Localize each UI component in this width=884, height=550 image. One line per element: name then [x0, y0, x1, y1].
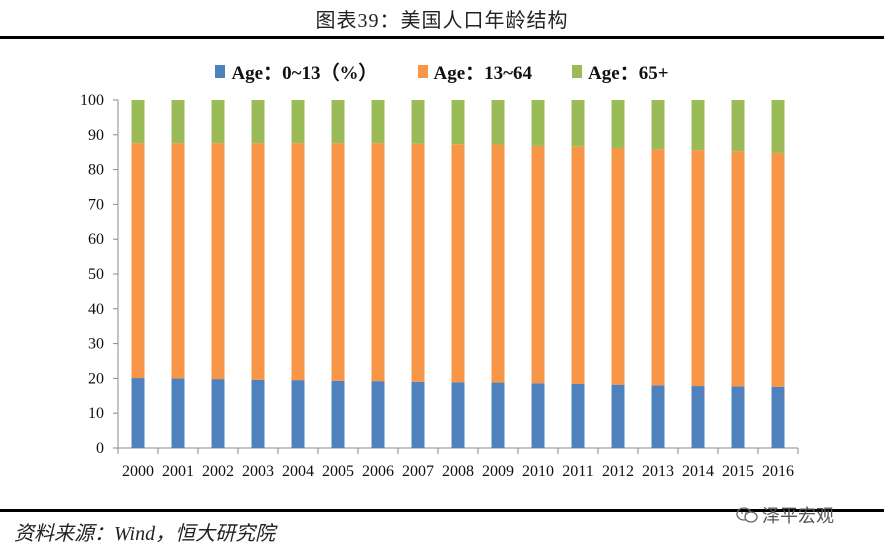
watermark: 泽平宏观: [736, 502, 834, 528]
bar-segment-age-13-64: [731, 151, 745, 387]
x-tick-label: 2009: [482, 463, 514, 480]
bar-segment-age-0-13: [371, 381, 385, 448]
bar-segment-age-13-64: [651, 149, 665, 386]
x-tick-label: 2016: [762, 463, 794, 480]
bar-segment-age-0-13: [611, 384, 625, 448]
x-tick-label: 2006: [362, 463, 394, 480]
bar-segment-age-65-plus: [251, 100, 265, 144]
y-tick-label: 40: [88, 301, 104, 318]
bar-segment-age-13-64: [211, 143, 225, 380]
legend-item-age-0-13: Age：0~13（%）: [215, 58, 378, 85]
watermark-text: 泽平宏观: [762, 506, 834, 527]
bar-segment-age-0-13: [531, 383, 545, 448]
y-tick-label: 100: [80, 92, 104, 109]
bar-segment-age-0-13: [691, 386, 705, 448]
legend: Age：0~13（%） Age：13~64 Age：65+: [0, 58, 884, 85]
x-tick-label: 2010: [522, 463, 554, 480]
bar-segment-age-65-plus: [171, 100, 185, 144]
bar-segment-age-65-plus: [371, 100, 385, 144]
x-tick-label: 2011: [562, 463, 593, 480]
x-tick-label: 2014: [682, 463, 714, 480]
bar-segment-age-0-13: [651, 385, 665, 448]
bar-segment-age-0-13: [411, 381, 425, 448]
legend-swatch-age-65-plus: [572, 65, 583, 78]
bar-segment-age-65-plus: [211, 100, 225, 144]
y-tick-label: 20: [88, 370, 104, 387]
bar-segment-age-13-64: [451, 144, 465, 383]
bar-segment-age-0-13: [731, 386, 745, 448]
bar-segment-age-65-plus: [651, 100, 665, 150]
bar-segment-age-13-64: [531, 145, 545, 384]
y-tick-label: 80: [88, 162, 104, 179]
bar-segment-age-65-plus: [691, 100, 705, 151]
bar-segment-age-65-plus: [771, 100, 785, 153]
x-tick-label: 2007: [402, 463, 434, 480]
bar-segment-age-13-64: [691, 150, 705, 387]
legend-swatch-age-13-64: [417, 65, 428, 78]
x-tick-label: 2001: [162, 463, 194, 480]
bar-segment-age-0-13: [571, 383, 585, 448]
x-tick-label: 2005: [322, 463, 354, 480]
legend-label-age-13-64: Age：13~64: [433, 63, 533, 84]
bar-segment-age-65-plus: [611, 100, 625, 149]
x-tick-label: 2012: [602, 463, 634, 480]
bar-segment-age-13-64: [331, 143, 345, 381]
legend-item-age-13-64: Age：13~64: [417, 58, 533, 85]
top-rule: [0, 36, 884, 39]
stacked-bar-chart: 0 10 20 30 40 50 60 70 80 90 100 2000 2001 2002 2003 20…: [80, 92, 799, 480]
bar-segment-age-13-64: [371, 143, 385, 382]
y-tick-label: 90: [88, 127, 104, 144]
legend-item-age-65-plus: Age：65+: [572, 58, 669, 85]
source-note: 资料来源：Wind，恒大研究院: [14, 523, 276, 545]
bar-segment-age-65-plus: [291, 100, 305, 144]
bar-segment-age-0-13: [131, 378, 145, 448]
chart-title: 图表39：美国人口年龄结构: [315, 10, 569, 32]
bar-segment-age-65-plus: [331, 100, 345, 144]
bar-segment-age-13-64: [611, 148, 625, 385]
bar-segment-age-13-64: [491, 144, 505, 383]
bar-segment-age-0-13: [211, 379, 225, 448]
bar-segment-age-0-13: [251, 379, 265, 448]
x-tick-label: 2004: [282, 463, 314, 480]
bar-segment-age-65-plus: [131, 100, 145, 144]
legend-swatch-age-0-13: [215, 65, 226, 78]
bar-segment-age-0-13: [451, 382, 465, 448]
legend-label-age-0-13: Age：0~13（%）: [231, 63, 378, 84]
bar-segment-age-65-plus: [451, 100, 465, 145]
bar-segment-age-0-13: [491, 382, 505, 448]
bar-segment-age-0-13: [331, 380, 345, 448]
bar-segment-age-13-64: [411, 143, 425, 382]
bar-segment-age-65-plus: [571, 100, 585, 147]
bar-segment-age-0-13: [291, 380, 305, 448]
bar-segment-age-65-plus: [491, 100, 505, 145]
y-tick-label: 0: [96, 440, 104, 457]
bar-segment-age-13-64: [771, 152, 785, 387]
bar-segment-age-13-64: [131, 143, 145, 379]
x-tick-label: 2002: [202, 463, 234, 480]
bar-segment-age-65-plus: [731, 100, 745, 152]
x-tick-label: 2013: [642, 463, 674, 480]
bar-segment-age-13-64: [571, 146, 585, 384]
bar-segment-age-13-64: [251, 143, 265, 380]
y-tick-label: 10: [88, 405, 104, 422]
x-tick-label: 2000: [122, 463, 154, 480]
bar-segment-age-65-plus: [531, 100, 545, 146]
y-tick-label: 50: [88, 266, 104, 283]
bar-segment-age-13-64: [291, 143, 305, 381]
bar-segment-age-0-13: [771, 386, 785, 448]
y-tick-label: 60: [88, 231, 104, 248]
x-tick-label: 2008: [442, 463, 474, 480]
bar-segment-age-0-13: [171, 378, 185, 448]
bar-segment-age-65-plus: [411, 100, 425, 144]
x-tick-label: 2003: [242, 463, 274, 480]
bottom-rule: [0, 509, 884, 512]
wechat-icon: [736, 507, 758, 523]
legend-label-age-65-plus: Age：65+: [588, 63, 669, 84]
bar-segment-age-13-64: [171, 143, 185, 379]
y-tick-label: 30: [88, 336, 104, 353]
y-tick-label: 70: [88, 196, 104, 213]
x-tick-label: 2015: [722, 463, 754, 480]
